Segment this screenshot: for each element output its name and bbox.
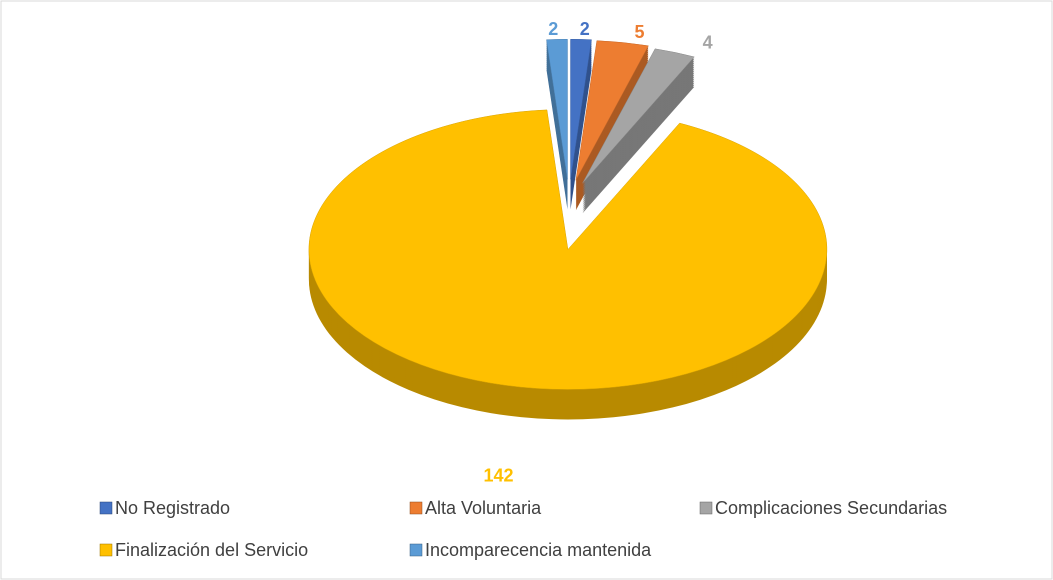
legend-label: Incomparecencia mantenida bbox=[425, 540, 652, 560]
legend-label: No Registrado bbox=[115, 498, 230, 518]
slice bbox=[308, 109, 828, 390]
slice bbox=[582, 48, 695, 184]
legend-label: Finalización del Servicio bbox=[115, 540, 308, 560]
data-label: 2 bbox=[548, 19, 558, 39]
slice bbox=[575, 40, 649, 181]
legend-label: Alta Voluntaria bbox=[425, 498, 542, 518]
data-label: 2 bbox=[580, 19, 590, 39]
legend-label: Complicaciones Secundarias bbox=[715, 498, 947, 518]
slice bbox=[570, 38, 592, 180]
legend-swatch bbox=[99, 543, 113, 557]
slice-side bbox=[582, 50, 695, 214]
legend-swatch bbox=[409, 543, 423, 557]
data-label: 4 bbox=[703, 33, 713, 53]
pie-tops bbox=[308, 38, 828, 390]
legend-swatch bbox=[99, 501, 113, 515]
slice bbox=[546, 38, 568, 180]
data-label: 142 bbox=[484, 465, 514, 485]
legend-swatch bbox=[699, 501, 713, 515]
data-label: 5 bbox=[634, 22, 644, 42]
legend-swatch bbox=[409, 501, 423, 515]
